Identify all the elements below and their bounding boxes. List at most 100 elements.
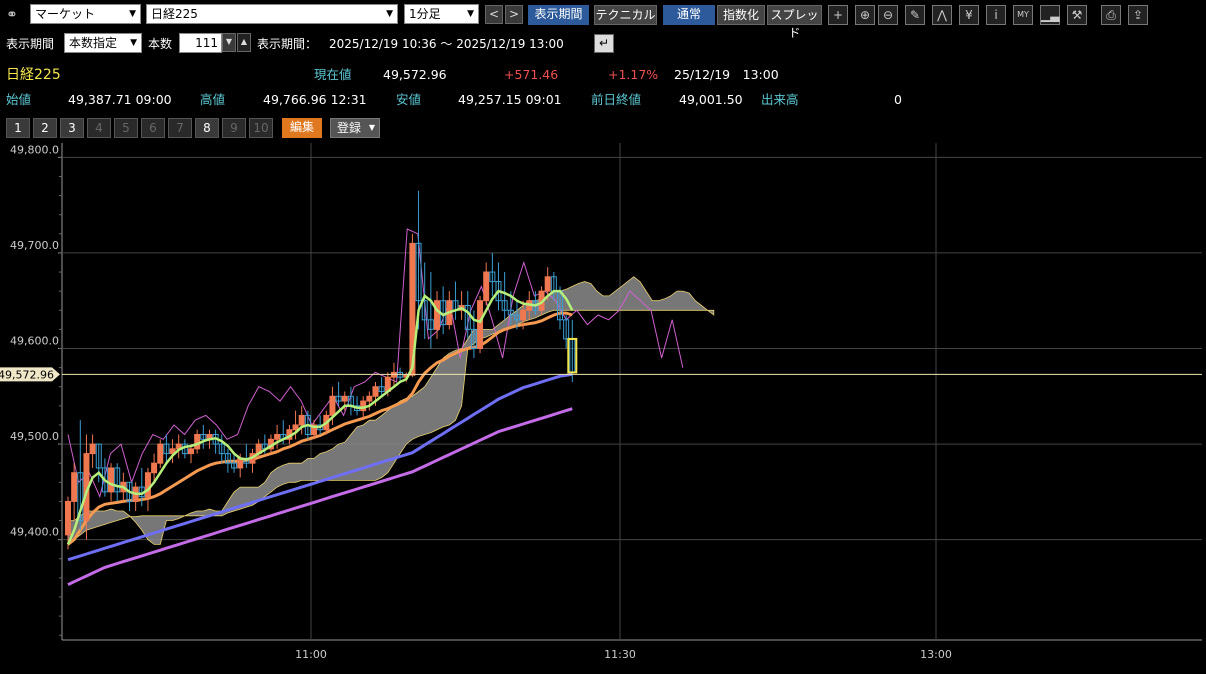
- count-input[interactable]: 111: [179, 33, 222, 53]
- chevron-down-icon: ▼: [129, 9, 136, 19]
- zoom-in-icon[interactable]: ⊕: [855, 5, 875, 25]
- volume-chart-icon[interactable]: ▁▃: [1040, 5, 1060, 25]
- count-down-button[interactable]: ▼: [222, 33, 236, 52]
- yen-icon[interactable]: ¥: [959, 5, 979, 25]
- next-button[interactable]: >: [505, 5, 523, 24]
- price-chart[interactable]: 49,800.0 49,700.0 49,600.0 49,500.0 49,400.0…: [0, 143, 1206, 674]
- candle-body: [200, 434, 207, 440]
- chevron-down-icon: ▼: [386, 9, 393, 19]
- page-button-3[interactable]: 3: [60, 118, 84, 138]
- page-button-9[interactable]: 9: [222, 118, 246, 138]
- print-icon[interactable]: ⎙: [1101, 5, 1121, 25]
- candle-body: [477, 300, 484, 349]
- edit-button[interactable]: 編集: [282, 118, 322, 138]
- candle-body: [224, 453, 231, 464]
- chevron-down-icon: ▼: [467, 9, 474, 19]
- interval-select-value: 1分足: [409, 7, 441, 21]
- ichimoku-cloud: [67, 276, 715, 546]
- mode-select[interactable]: 本数指定 ▼: [64, 33, 142, 53]
- candle-body: [563, 319, 570, 340]
- page-button-7[interactable]: 7: [168, 118, 192, 138]
- candle-body: [95, 443, 102, 469]
- index-button[interactable]: 指数化: [717, 5, 765, 25]
- current-value: 49,572.96: [383, 67, 447, 82]
- crosshair-icon[interactable]: +: [828, 5, 848, 25]
- period-button[interactable]: 表示期間: [528, 5, 589, 25]
- market-select[interactable]: マーケット ▼: [30, 4, 141, 24]
- period-row-label: 表示期間: [6, 37, 55, 51]
- candle-body: [372, 386, 379, 397]
- x-tick-label: 11:30: [604, 648, 636, 661]
- candle-body: [89, 443, 96, 455]
- candle-body: [65, 500, 71, 536]
- zoom-out-icon[interactable]: ⊖: [878, 5, 898, 25]
- change-pct: +1.17%: [608, 67, 659, 82]
- candle-body: [520, 309, 527, 321]
- symbol-select-value: 日経225: [151, 7, 198, 21]
- export-icon[interactable]: ⇪: [1128, 5, 1148, 25]
- prev-close-label: 前日終値: [591, 92, 642, 107]
- candle-body: [360, 400, 367, 412]
- page-button-2[interactable]: 2: [33, 118, 57, 138]
- quote-datetime: 25/12/19 13:00: [674, 67, 779, 82]
- y-tick-label: 49,800.0: [10, 143, 59, 156]
- moving-average-long: [67, 372, 573, 562]
- y-tick-label: 49,500.0: [10, 430, 59, 443]
- y-tick-label: 49,600.0: [10, 334, 59, 347]
- count-label: 本数: [148, 37, 173, 51]
- moving-average-mid: [67, 311, 573, 546]
- candle-body: [470, 328, 477, 349]
- register-button[interactable]: 登録 ▼: [330, 118, 380, 138]
- candle-body: [544, 276, 551, 292]
- candle-body: [274, 434, 281, 440]
- page-button-4[interactable]: 4: [87, 118, 111, 138]
- technical-button[interactable]: テクニカル: [594, 5, 657, 25]
- y-tick-label: 49,700.0: [10, 239, 59, 252]
- register-label: 登録: [337, 121, 362, 135]
- symbol-name: 日経225: [6, 67, 61, 83]
- page-button-8[interactable]: 8: [195, 118, 219, 138]
- candle-body: [434, 300, 440, 330]
- candle-body: [292, 424, 299, 431]
- spread-button[interactable]: スプレッド: [767, 5, 822, 40]
- candle-body: [163, 443, 170, 455]
- candle-body: [108, 467, 115, 493]
- mode-select-value: 本数指定: [69, 36, 118, 50]
- candle-body: [427, 319, 434, 330]
- trend-icon[interactable]: ⋀: [932, 5, 952, 25]
- chevron-down-icon: ▼: [368, 123, 375, 132]
- candle-body: [311, 424, 317, 436]
- low-label: 安値: [396, 92, 422, 107]
- candle-body: [218, 443, 225, 455]
- chevron-down-icon: ▼: [130, 38, 137, 48]
- candle-body: [464, 304, 471, 330]
- my-indicator-icon[interactable]: MY: [1013, 5, 1033, 25]
- candle-body: [421, 300, 428, 321]
- symbol-select[interactable]: 日経225 ▼: [146, 4, 398, 24]
- current-price-label: 49,572.96: [0, 368, 54, 381]
- normal-button[interactable]: 通常: [663, 5, 715, 25]
- volume-value: 0: [894, 92, 902, 107]
- reset-button[interactable]: ↵: [594, 34, 614, 53]
- page-button-5[interactable]: 5: [114, 118, 138, 138]
- count-up-button[interactable]: ▲: [237, 33, 251, 52]
- wrench-icon[interactable]: ⚒: [1067, 5, 1087, 25]
- range-label: 表示期間：: [257, 37, 318, 51]
- candle-body: [151, 462, 158, 474]
- market-select-value: マーケット: [35, 7, 96, 21]
- interval-select[interactable]: 1分足 ▼: [404, 4, 479, 24]
- info-icon[interactable]: i: [986, 5, 1006, 25]
- page-button-10[interactable]: 10: [249, 118, 273, 138]
- pencil-icon[interactable]: ✎: [905, 5, 925, 25]
- candle-body: [507, 309, 514, 316]
- page-button-6[interactable]: 6: [141, 118, 165, 138]
- count-input-value: 111: [195, 36, 218, 50]
- candle-body: [114, 467, 121, 493]
- volume-label: 出来高: [761, 92, 799, 107]
- candle-body: [415, 242, 422, 302]
- page-button-1[interactable]: 1: [6, 118, 30, 138]
- prev-button[interactable]: <: [485, 5, 503, 24]
- candle-body: [501, 300, 508, 311]
- change-value: +571.46: [504, 67, 559, 82]
- link-icon[interactable]: ⚭: [6, 7, 18, 23]
